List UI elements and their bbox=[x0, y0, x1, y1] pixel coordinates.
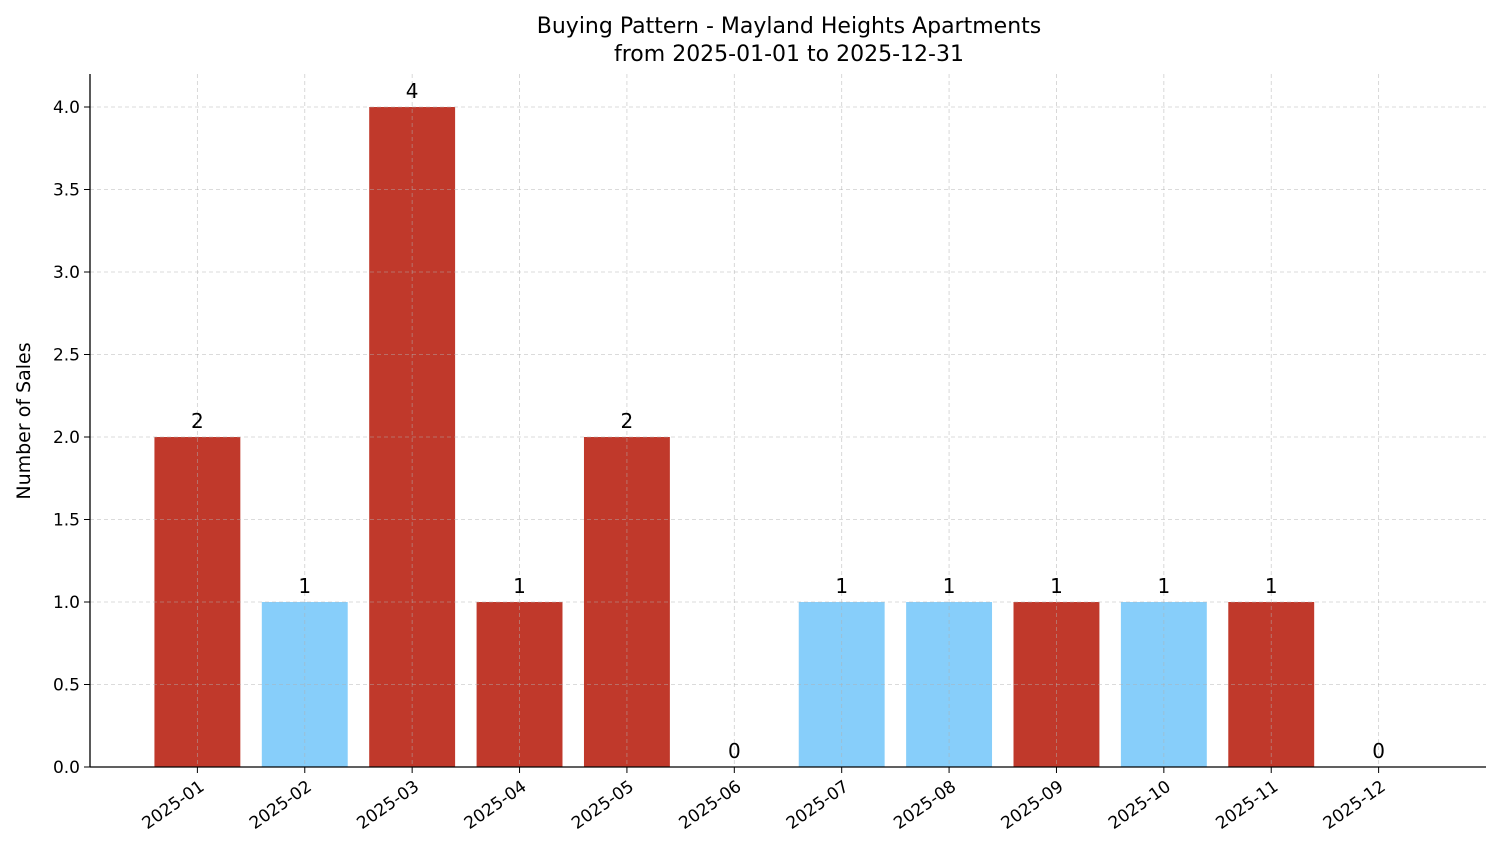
y-tick-label: 3.0 bbox=[53, 263, 80, 283]
x-tick-label: 2025-06 bbox=[676, 777, 746, 834]
data-label: 1 bbox=[298, 574, 311, 598]
y-tick-label: 4.0 bbox=[53, 98, 80, 118]
x-tick-label: 2025-01 bbox=[139, 777, 209, 834]
data-label: 1 bbox=[835, 574, 848, 598]
x-tick-label: 2025-12 bbox=[1320, 777, 1390, 834]
data-label: 1 bbox=[943, 574, 956, 598]
x-tick-label: 2025-02 bbox=[246, 777, 316, 834]
data-label: 1 bbox=[513, 574, 526, 598]
x-tick-label: 2025-11 bbox=[1212, 777, 1282, 834]
data-label: 0 bbox=[1372, 739, 1385, 763]
x-tick-label: 2025-09 bbox=[998, 777, 1068, 834]
data-label: 4 bbox=[406, 79, 419, 103]
y-axis-label: Number of Sales bbox=[13, 342, 35, 499]
y-tick-label: 2.0 bbox=[53, 428, 80, 448]
data-label: 1 bbox=[1050, 574, 1063, 598]
chart-title: Buying Pattern - Mayland Heights Apartme… bbox=[537, 14, 1041, 39]
y-tick-label: 1.0 bbox=[53, 593, 80, 613]
data-label: 1 bbox=[1157, 574, 1170, 598]
data-label: 0 bbox=[728, 739, 741, 763]
x-tick-label: 2025-03 bbox=[353, 777, 423, 834]
x-tick-label: 2025-05 bbox=[568, 777, 638, 834]
y-tick-label: 0.5 bbox=[53, 676, 80, 696]
y-tick-label: 0.0 bbox=[53, 758, 80, 778]
chart-subtitle: from 2025-01-01 to 2025-12-31 bbox=[614, 42, 964, 67]
x-tick-label: 2025-07 bbox=[783, 777, 853, 834]
data-label: 2 bbox=[191, 409, 204, 433]
data-label: 2 bbox=[621, 409, 634, 433]
data-label: 1 bbox=[1265, 574, 1278, 598]
y-tick-label: 3.5 bbox=[53, 181, 80, 201]
x-tick-label: 2025-04 bbox=[461, 777, 531, 834]
x-tick-label: 2025-10 bbox=[1105, 777, 1175, 834]
y-tick-label: 2.5 bbox=[53, 346, 80, 366]
y-tick-label: 1.5 bbox=[53, 511, 80, 531]
x-tick-label: 2025-08 bbox=[890, 777, 960, 834]
